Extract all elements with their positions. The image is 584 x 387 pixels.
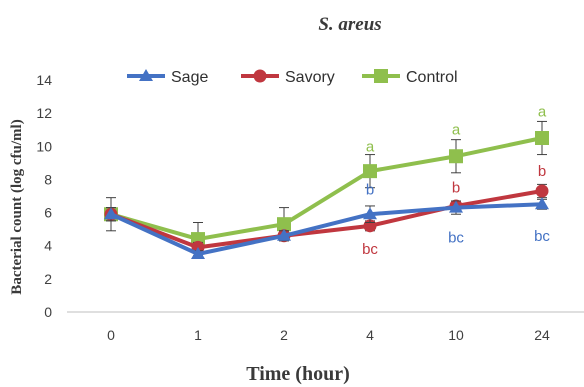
line-control (110, 136, 543, 242)
legend-marker-savory (253, 69, 267, 83)
y-tick-label: 14 (36, 72, 52, 88)
point-sage (449, 200, 463, 213)
legend-label-control: Control (406, 69, 458, 86)
legend-item-savory: Savory (241, 69, 335, 86)
annotation-label: a (366, 138, 375, 155)
point-sage (277, 228, 291, 241)
legend-item-control: Control (362, 69, 458, 86)
annotation-label: bc (448, 229, 464, 246)
legend-label-sage: Sage (171, 69, 208, 86)
annotation-label: bc (362, 241, 378, 258)
y-tick-label: 12 (36, 105, 52, 121)
series-layer (104, 120, 549, 259)
y-axis-label: Bacterial count (log cfu/ml) (9, 119, 25, 294)
annotation-label: b (366, 181, 374, 198)
x-tick-label: 1 (194, 327, 202, 343)
x-axis-label: Time (hour) (246, 363, 350, 385)
y-tick-label: 0 (44, 304, 52, 320)
annotation-label: a (452, 122, 461, 139)
x-tick-label: 10 (448, 327, 464, 343)
y-tick-label: 8 (44, 171, 52, 187)
point-control (277, 217, 291, 232)
annotation-label: b (452, 180, 460, 197)
line-savory (110, 189, 543, 250)
x-tick-label: 4 (366, 327, 374, 343)
x-tick-label: 24 (534, 327, 550, 343)
series-sage (104, 197, 549, 259)
y-tick-labels: 0 2 4 6 8 10 12 14 (36, 72, 52, 320)
point-savory (535, 184, 549, 198)
chart-title: S. areus (318, 14, 381, 35)
legend-marker-sage (139, 69, 153, 81)
point-control (363, 164, 377, 179)
legend-item-sage: Sage (127, 69, 208, 86)
legend-label-savory: Savory (285, 69, 335, 86)
point-control (449, 149, 463, 164)
point-sage (535, 197, 549, 210)
annotation-label: a (538, 103, 547, 120)
point-control (535, 131, 549, 145)
annotation-label: b (538, 163, 546, 180)
point-sage (363, 207, 377, 220)
x-tick-label: 2 (280, 327, 288, 343)
point-sage (104, 207, 118, 220)
y-tick-label: 6 (44, 205, 52, 221)
x-tick-label: 0 (107, 327, 115, 343)
annotation-label: bc (534, 228, 550, 245)
line-sage (110, 202, 543, 256)
y-tick-label: 4 (44, 238, 52, 254)
legend-marker-control (374, 69, 388, 83)
point-sage (191, 247, 205, 259)
annotation-layer: a a a b b b bc bc bc (362, 103, 550, 258)
legend: Sage Savory Control (127, 69, 458, 86)
y-tick-label: 2 (44, 271, 52, 287)
y-tick-label: 10 (36, 138, 52, 154)
x-tick-labels: 0 1 2 4 10 24 (107, 327, 550, 343)
